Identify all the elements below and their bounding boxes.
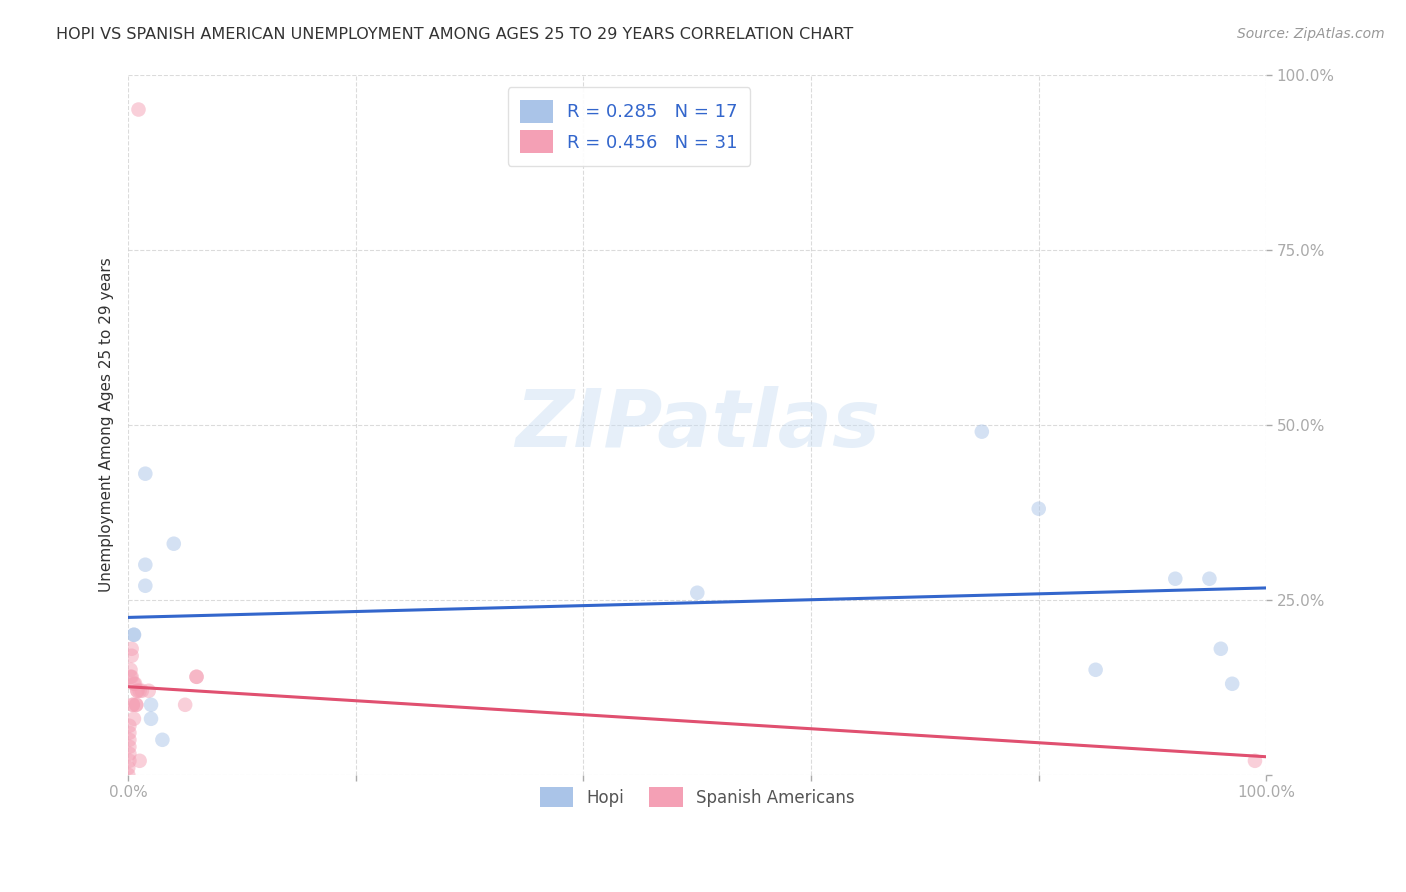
Point <box>120 663 142 677</box>
Point <box>128 103 150 117</box>
Point <box>121 641 143 656</box>
Point <box>128 683 150 698</box>
Point <box>186 670 208 684</box>
Point <box>118 726 141 740</box>
Point <box>134 558 156 572</box>
Text: HOPI VS SPANISH AMERICAN UNEMPLOYMENT AMONG AGES 25 TO 29 YEARS CORRELATION CHAR: HOPI VS SPANISH AMERICAN UNEMPLOYMENT AM… <box>56 27 853 42</box>
Point <box>1244 754 1267 768</box>
Point <box>118 747 141 761</box>
Point <box>163 537 186 551</box>
Point <box>139 712 162 726</box>
Point <box>1084 663 1107 677</box>
Point <box>124 677 146 691</box>
Point <box>122 628 145 642</box>
Point <box>117 768 139 782</box>
Point <box>122 628 145 642</box>
Point <box>127 683 149 698</box>
Point <box>138 683 160 698</box>
Point <box>1198 572 1220 586</box>
Point <box>134 467 156 481</box>
Point <box>121 648 143 663</box>
Point <box>120 670 142 684</box>
Point <box>150 732 173 747</box>
Point <box>139 698 162 712</box>
Point <box>122 677 145 691</box>
Point <box>1209 641 1232 656</box>
Text: Source: ZipAtlas.com: Source: ZipAtlas.com <box>1237 27 1385 41</box>
Text: ZIPatlas: ZIPatlas <box>515 385 880 464</box>
Point <box>118 739 141 754</box>
Point <box>121 670 143 684</box>
Point <box>1164 572 1187 586</box>
Point <box>118 754 141 768</box>
Y-axis label: Unemployment Among Ages 25 to 29 years: Unemployment Among Ages 25 to 29 years <box>100 257 114 592</box>
Point <box>118 719 141 733</box>
Point <box>118 732 141 747</box>
Point <box>121 698 143 712</box>
Point <box>186 670 208 684</box>
Point <box>686 586 709 600</box>
Point <box>121 698 143 712</box>
Point <box>125 698 148 712</box>
Point <box>131 683 153 698</box>
Point <box>970 425 993 439</box>
Point <box>128 754 150 768</box>
Point <box>134 579 156 593</box>
Point <box>125 698 148 712</box>
Point <box>117 761 139 775</box>
Point <box>127 683 149 698</box>
Legend: Hopi, Spanish Americans: Hopi, Spanish Americans <box>531 779 863 815</box>
Point <box>122 712 145 726</box>
Point <box>174 698 197 712</box>
Point <box>1028 501 1050 516</box>
Point <box>1220 677 1243 691</box>
